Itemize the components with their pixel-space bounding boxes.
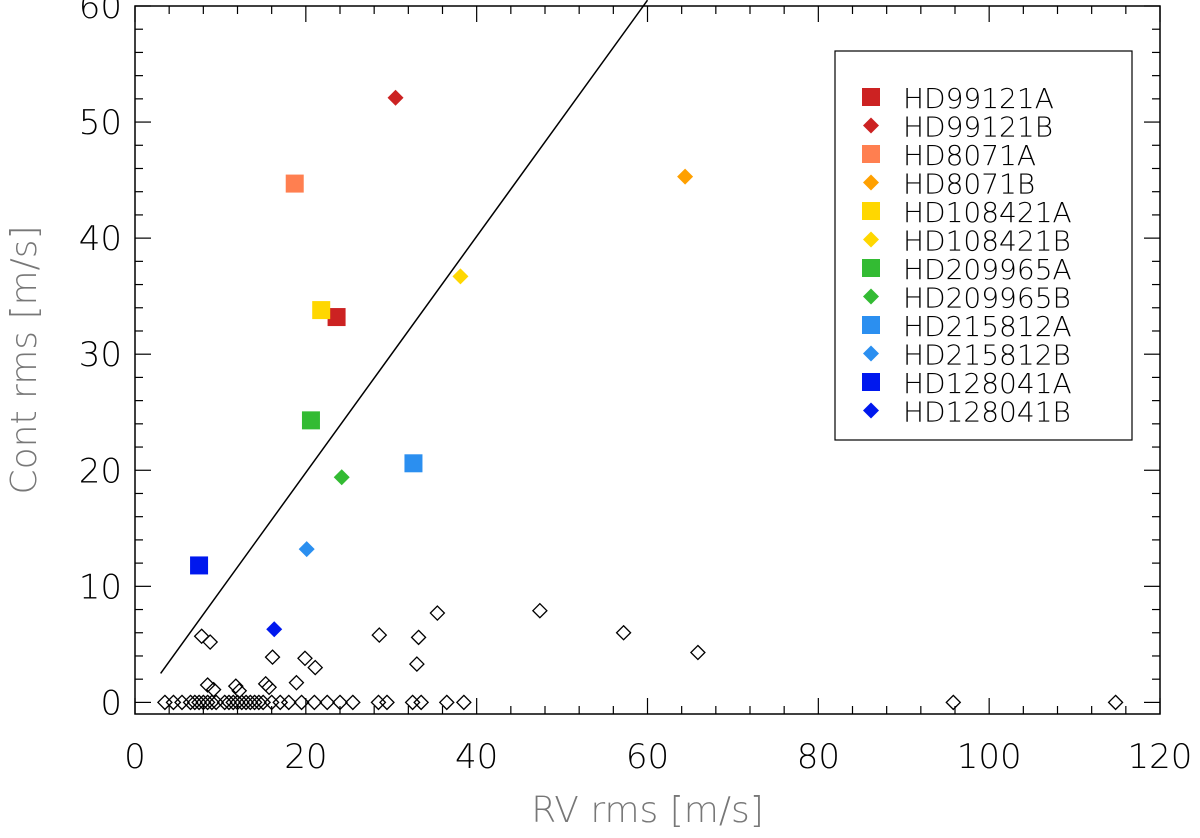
legend-marker-hd209965b: [863, 288, 879, 305]
x-tick-label: 100: [957, 737, 1022, 777]
data-point-open-diamond: [332, 694, 348, 711]
y-tick-label: 60: [79, 0, 122, 27]
data-point-open-diamond: [413, 694, 430, 711]
y-tick-label: 20: [79, 451, 122, 491]
data-point-open-diamond: [203, 694, 220, 711]
data-point-open-diamond: [689, 644, 706, 661]
legend-marker-hd108421a: [862, 202, 880, 220]
x-tick-label: 20: [284, 737, 327, 777]
data-point-hd128041a: [190, 556, 209, 575]
data-point-open-diamond: [1107, 694, 1124, 711]
data-point-open-diamond: [288, 674, 305, 691]
legend-label-hd108421a: HD108421A: [903, 196, 1072, 229]
legend-label-hd108421b: HD108421B: [903, 225, 1071, 258]
data-point-open-diamond: [193, 628, 210, 645]
data-point-open-diamond: [261, 679, 278, 696]
data-point-open-diamond: [199, 677, 216, 693]
data-point-open-diamond: [293, 694, 310, 711]
data-point-hd8071a: [285, 174, 304, 193]
legend-marker-hd128041a: [862, 373, 880, 391]
data-point-hd108421a: [312, 301, 331, 320]
data-point-open-diamond: [615, 624, 632, 641]
legend-label-hd128041a: HD128041A: [903, 367, 1072, 400]
legend-label-hd215812b: HD215812B: [903, 339, 1071, 372]
y-axis-title: Cont rms [m/s]: [4, 225, 45, 494]
x-tick-label: 0: [124, 737, 146, 777]
y-tick-label: 10: [79, 567, 122, 607]
legend-label-hd209965a: HD209965A: [903, 253, 1072, 286]
data-point-open-diamond: [371, 627, 388, 643]
legend-box: [834, 50, 1133, 441]
data-point-open-diamond: [945, 694, 962, 711]
data-point-hd99121a: [327, 308, 346, 327]
data-point-hd99121b: [387, 89, 404, 106]
legend-label-hd8071a: HD8071A: [903, 139, 1036, 172]
legend-marker-hd215812b: [863, 345, 879, 362]
reference-line: [160, 0, 649, 674]
legend-marker-hd108421b: [863, 231, 879, 248]
data-point-hd209965a: [301, 411, 320, 430]
y-tick-label: 50: [79, 103, 122, 143]
data-point-open-diamond: [165, 694, 182, 711]
x-tick-label: 40: [455, 737, 498, 777]
data-point-open-diamond: [280, 694, 297, 711]
data-point-open-diamond: [250, 694, 267, 711]
data-point-open-diamond: [379, 694, 395, 711]
data-point-hd209965b: [333, 469, 350, 486]
data-point-open-diamond: [227, 678, 244, 695]
y-tick-label: 0: [100, 683, 122, 723]
y-tick-label: 40: [79, 219, 122, 259]
legend-marker-hd99121a: [862, 88, 880, 106]
data-point-hd128041b: [266, 621, 283, 638]
legend-label-hd99121a: HD99121A: [903, 82, 1054, 115]
data-point-open-diamond: [404, 694, 421, 711]
data-point-open-diamond: [438, 694, 455, 711]
legend-label-hd209965b: HD209965B: [903, 282, 1071, 315]
x-axis-title: RV rms [m/s]: [531, 790, 764, 831]
data-point-open-diamond: [429, 605, 446, 621]
legend-marker-hd99121b: [863, 117, 879, 134]
legend-label-hd215812a: HD215812A: [903, 310, 1072, 343]
data-point-open-diamond: [202, 634, 219, 650]
x-tick-label: 120: [1128, 737, 1193, 777]
legend-label-hd8071b: HD8071B: [903, 168, 1035, 201]
data-point-open-diamond: [531, 602, 548, 619]
data-point-hd108421b: [452, 268, 469, 285]
legend-marker-hd8071a: [862, 145, 880, 163]
x-tick-label: 80: [797, 737, 840, 777]
data-point-hd215812b: [298, 541, 315, 558]
data-point-open-diamond: [264, 649, 281, 666]
data-point-open-diamond: [319, 694, 336, 711]
legend-label-hd128041b: HD128041B: [903, 396, 1071, 429]
legend-marker-hd215812a: [862, 316, 880, 334]
data-point-open-diamond: [297, 650, 313, 667]
data-point-open-diamond: [272, 694, 289, 711]
data-point-open-diamond: [370, 694, 387, 711]
data-point-open-diamond: [156, 694, 173, 711]
data-point-hd215812a: [404, 454, 423, 473]
y-tick-label: 30: [79, 335, 122, 375]
data-point-open-diamond: [344, 694, 361, 711]
legend-marker-hd8071b: [863, 174, 879, 191]
data-point-open-diamond: [408, 656, 425, 673]
legend-marker-hd128041b: [863, 402, 879, 419]
legend-marker-hd209965a: [862, 259, 880, 277]
data-point-hd8071b: [677, 168, 694, 185]
data-point-open-diamond: [306, 694, 323, 711]
legend-label-hd99121b: HD99121B: [903, 111, 1053, 144]
x-tick-label: 60: [626, 737, 669, 777]
data-point-open-diamond: [307, 659, 324, 676]
data-point-open-diamond: [455, 694, 472, 711]
data-point-open-diamond: [410, 629, 427, 646]
